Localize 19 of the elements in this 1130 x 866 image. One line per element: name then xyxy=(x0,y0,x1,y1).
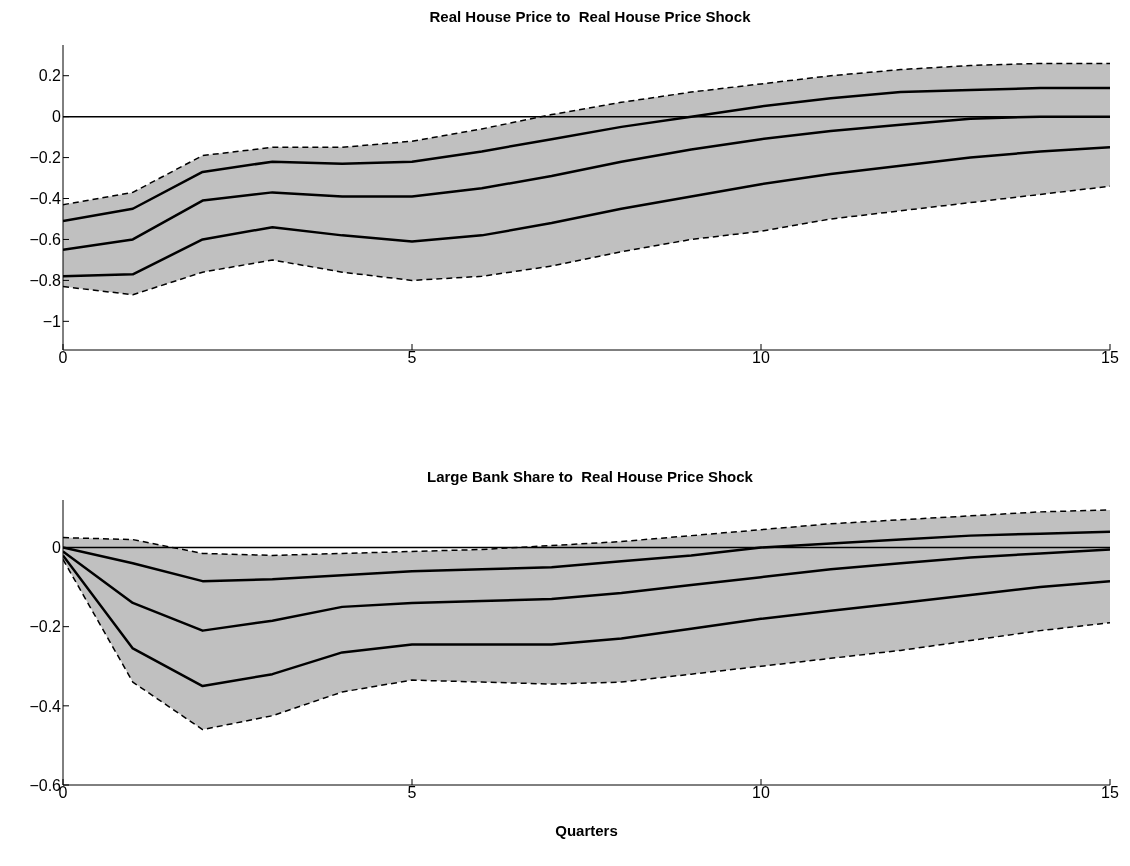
chart-title: Real House Price to Real House Price Shock xyxy=(428,8,752,27)
y-tick-label: −1 xyxy=(42,313,62,331)
x-axis-title: Quarters xyxy=(555,822,618,839)
y-tick-label: −0.2 xyxy=(29,149,62,167)
x-tick-label: 5 xyxy=(407,784,417,802)
y-tick-label: −0.4 xyxy=(29,190,62,208)
y-tick-label: −0.6 xyxy=(29,231,62,249)
chart-title: Large Bank Share to Real House Price Shock xyxy=(426,468,754,487)
y-tick-label: 0.2 xyxy=(38,67,62,85)
y-tick-label: −0.4 xyxy=(29,697,62,715)
x-tick-label: 10 xyxy=(752,784,770,802)
x-tick-label: 5 xyxy=(407,349,417,367)
x-tick-label: 15 xyxy=(1101,784,1119,802)
y-tick-label: −0.2 xyxy=(29,618,62,636)
y-tick-label: −0.8 xyxy=(29,272,62,290)
y-tick-label: 0 xyxy=(52,108,62,126)
x-tick-label: 15 xyxy=(1101,349,1119,367)
y-tick-label: 0 xyxy=(52,539,62,557)
x-tick-label: 10 xyxy=(752,349,770,367)
